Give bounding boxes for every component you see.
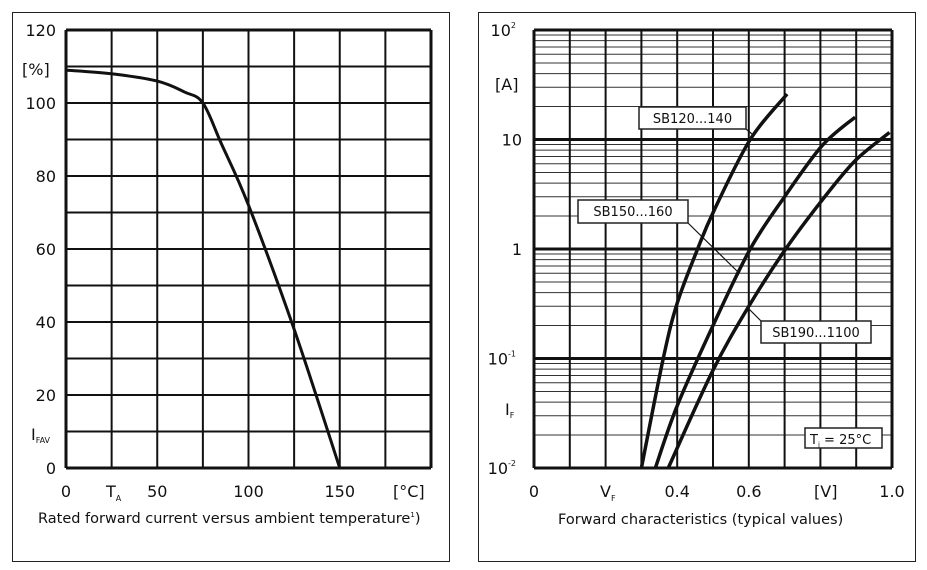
- x-label-symbol: V: [600, 482, 611, 501]
- y-label: IF: [505, 400, 515, 420]
- annotation-symbol: T: [809, 433, 818, 448]
- y-tick-label: 1: [512, 240, 522, 259]
- series-label-box: [638, 106, 747, 130]
- y-tick-exponent: 2: [511, 21, 516, 30]
- y-label-subscript: FAV: [36, 436, 51, 445]
- x-label: TA: [105, 482, 122, 503]
- y-label-subscript: F: [510, 411, 515, 420]
- x-label-subscript: F: [611, 494, 616, 503]
- series-label: SB190...1100: [772, 326, 859, 341]
- x-label: VF: [600, 482, 616, 503]
- annotation-subscript: j: [817, 441, 820, 449]
- y-unit: [A]: [495, 75, 518, 94]
- x-tick-label: 1.0: [879, 482, 904, 501]
- y-tick-label: 120: [25, 21, 56, 40]
- y-label-symbol: I: [31, 425, 36, 444]
- y-tick-base: 10: [502, 131, 522, 150]
- right-grid: [532, 28, 894, 470]
- y-tick-label: 20: [36, 386, 56, 405]
- x-label-subscript: A: [116, 494, 122, 503]
- y-tick-base: 10: [488, 459, 508, 478]
- y-tick-label: 0: [46, 459, 56, 478]
- left-chart-title: Rated forward current versus ambient tem…: [38, 511, 420, 527]
- y-label-symbol: I: [505, 400, 510, 419]
- x-unit: [°C]: [393, 482, 425, 501]
- y-tick-label: 10-2: [488, 459, 516, 478]
- series-label-box: [577, 199, 689, 224]
- leader-line: [745, 128, 753, 135]
- x-tick-label: 100: [233, 482, 264, 501]
- y-tick-exponent: -2: [508, 459, 516, 468]
- left-grid: [64, 28, 433, 470]
- title-text: Rated forward current versus ambient tem…: [38, 511, 410, 527]
- series-line: [653, 115, 857, 469]
- annotation-tj: Tj = 25°C: [804, 427, 883, 449]
- x-tick-label: 50: [147, 482, 167, 501]
- y-tick-label: 10: [502, 131, 522, 150]
- series-label-box: [760, 320, 872, 344]
- title-footnote-paren: ): [415, 511, 421, 527]
- x-tick-label: 0.6: [736, 482, 761, 501]
- y-tick-label: 10-1: [488, 350, 516, 369]
- derating-chart: 0 20 40 60 80 100 120 0 50 100 150 [%] IFAV TA [°C…: [22, 21, 433, 527]
- title-footnote-mark: 1: [410, 511, 414, 519]
- y-tick-label: 100: [25, 94, 56, 113]
- y-tick-label: 60: [36, 240, 56, 259]
- x-tick-label: 0: [61, 482, 71, 501]
- left-chart-frame: [12, 12, 450, 562]
- y-tick-base: 10: [488, 350, 508, 369]
- annotation-text: Tj = 25°C: [809, 433, 871, 449]
- y-tick-base: 1: [512, 240, 522, 259]
- x-label-symbol: T: [105, 482, 116, 501]
- leader-line: [746, 306, 762, 322]
- y-tick-exponent: -1: [508, 350, 516, 359]
- left-ticks: 0 20 40 60 80 100 120 0 50 100 150: [25, 21, 355, 501]
- x-unit: [V]: [814, 482, 837, 501]
- y-label: IFAV: [31, 425, 51, 445]
- y-unit: [%]: [22, 60, 50, 79]
- y-tick-label: 102: [491, 21, 516, 40]
- right-chart-title: Forward characteristics (typical values): [558, 512, 843, 528]
- forward-curves: SB120...140 SB150...160 SB190...1100: [577, 92, 891, 469]
- right-chart-frame: [478, 12, 916, 562]
- series-line: [666, 131, 891, 469]
- annotation-value: = 25°C: [820, 433, 871, 448]
- x-tick-label: 0: [529, 482, 539, 501]
- x-tick-label: 150: [324, 482, 355, 501]
- y-tick-label: 80: [36, 167, 56, 186]
- y-tick-base: 10: [491, 21, 511, 40]
- y-tick-label: 40: [36, 313, 56, 332]
- series-line: [639, 92, 789, 469]
- annotation-box: [804, 427, 883, 449]
- series-label: SB150...160: [593, 205, 672, 220]
- derating-curve: [65, 68, 342, 469]
- series-label: SB120...140: [653, 112, 732, 127]
- leader-line: [687, 222, 739, 273]
- x-tick-label: 0.4: [664, 482, 689, 501]
